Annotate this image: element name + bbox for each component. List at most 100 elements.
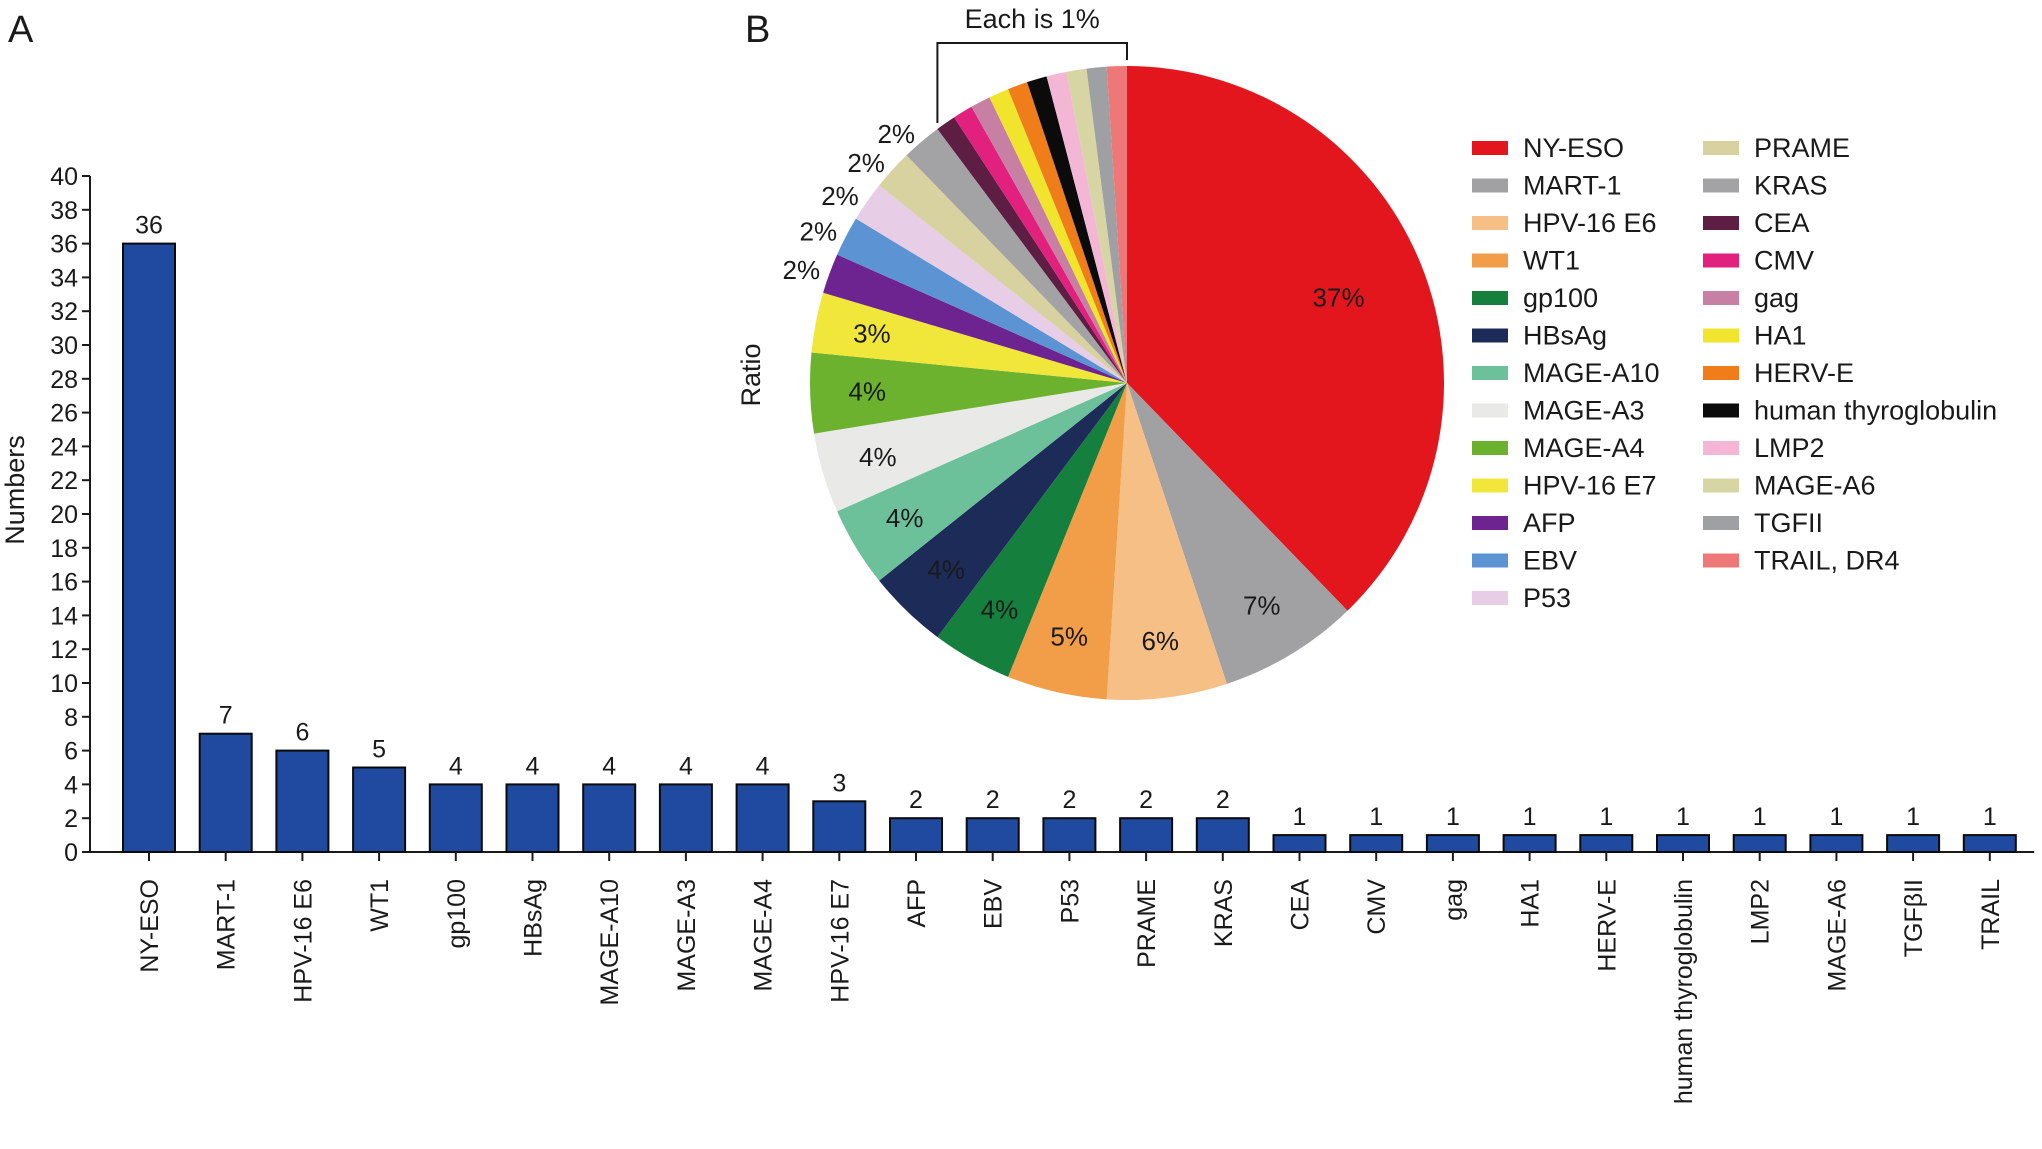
legend-label: WT1 — [1523, 246, 1580, 276]
bar — [1195, 817, 1250, 854]
bracket-label: Each is 1% — [965, 4, 1100, 34]
x-tick-label: AFP — [903, 879, 931, 928]
x-tick-label: KRAS — [1210, 879, 1238, 947]
y-tick-label: 36 — [50, 231, 78, 259]
data-label: 4 — [679, 752, 693, 780]
data-label: 1 — [1829, 803, 1843, 831]
data-label: 1 — [1983, 803, 1997, 831]
pie-slice — [989, 89, 1127, 384]
y-tick-label: 30 — [50, 332, 78, 360]
x-tick-label: HBsAg — [520, 879, 548, 957]
bar — [1962, 834, 2017, 853]
legend-swatch — [1472, 478, 1508, 493]
pie-slice — [1106, 66, 1127, 383]
pie-slice — [837, 383, 1127, 581]
data-label: 1 — [1446, 803, 1460, 831]
y-tick-label: 4 — [64, 771, 78, 799]
panel-label-b: B — [745, 9, 770, 51]
legend-label: TRAIL, DR4 — [1754, 546, 1900, 576]
pie-slice — [809, 352, 1127, 434]
slice-label: 4% — [848, 376, 886, 406]
data-label: 4 — [602, 752, 616, 780]
data-label: 36 — [135, 212, 163, 240]
x-tick-label: CMV — [1363, 879, 1391, 935]
legend-label: gag — [1754, 283, 1799, 313]
x-tick-label: TGFβII — [1900, 879, 1928, 957]
pie-axis-label: Ratio — [736, 343, 766, 406]
pie-slice — [1106, 383, 1227, 701]
legend-label: KRAS — [1754, 171, 1828, 201]
data-label: 1 — [1293, 803, 1307, 831]
y-tick-label: 8 — [64, 704, 78, 732]
legend-swatch — [1703, 553, 1739, 568]
legend-swatch — [1472, 553, 1508, 568]
data-label: 2 — [1139, 786, 1153, 814]
bar — [428, 783, 483, 854]
data-label: 2 — [986, 786, 1000, 814]
legend-label: MAGE-A3 — [1523, 396, 1645, 426]
bar — [1119, 817, 1174, 854]
legend: NY-ESO MART-1 HPV-16 E6 WT1 gp100 HBsAg MAGE-A… — [1472, 133, 1997, 613]
data-label: 6 — [295, 719, 309, 747]
legend-swatch — [1703, 216, 1739, 230]
data-label: 1 — [1369, 803, 1383, 831]
bar — [812, 800, 867, 853]
legend-label: NY-ESO — [1523, 133, 1624, 163]
y-tick-label: 32 — [50, 298, 78, 326]
legend-swatch — [1703, 516, 1739, 530]
x-tick-label: CEA — [1287, 879, 1315, 931]
bar — [122, 242, 176, 854]
data-label: 4 — [449, 752, 463, 780]
pie-chart: Ratio Each is 1% 37%7%6%5%4%4%4%4%4%3%2%… — [736, 4, 1445, 701]
legend-label: CEA — [1754, 208, 1810, 238]
data-label: 3 — [832, 769, 846, 797]
data-label: 7 — [219, 702, 233, 730]
legend-swatch — [1472, 366, 1508, 380]
legend-swatch — [1703, 366, 1739, 380]
pie-slice — [823, 254, 1127, 383]
pie-slice — [1086, 66, 1127, 384]
legend-label: HPV-16 E6 — [1523, 208, 1657, 238]
pie-slice — [1027, 76, 1127, 384]
y-tick-label: 0 — [64, 839, 78, 867]
x-tick-label: MAGE-A3 — [673, 879, 701, 992]
legend-label: AFP — [1523, 508, 1576, 538]
x-tick-label: LMP2 — [1747, 879, 1775, 944]
legend-swatch — [1703, 253, 1739, 268]
legend-swatch — [1472, 178, 1508, 193]
legend-label: MAGE-A10 — [1523, 358, 1660, 388]
pie-slice — [879, 383, 1127, 638]
y-tick-label: 2 — [64, 805, 78, 833]
pie-slice — [906, 128, 1127, 383]
bar — [1042, 817, 1097, 854]
legend-label: HERV-E — [1754, 358, 1854, 388]
y-tick-label: 6 — [64, 738, 78, 766]
pie-slice — [937, 117, 1127, 383]
bar — [1272, 834, 1327, 853]
bar — [658, 783, 713, 854]
data-label: 2 — [1216, 786, 1230, 814]
data-label: 1 — [1676, 803, 1690, 831]
bar — [1656, 834, 1710, 853]
legend-swatch — [1472, 403, 1508, 418]
legend-label: P53 — [1523, 583, 1571, 613]
bar — [889, 817, 943, 854]
y-tick-label: 16 — [50, 569, 78, 597]
x-tick-label: HA1 — [1517, 879, 1545, 928]
slice-label: 2% — [783, 255, 821, 285]
bar — [352, 766, 407, 853]
y-axis-label: Numbers — [0, 435, 30, 545]
y-tick-label: 14 — [50, 602, 78, 630]
legend-swatch — [1472, 216, 1508, 230]
bar-chart: Numbers 02468101214161820222426283032343… — [0, 163, 2035, 1104]
pie-slice — [837, 218, 1127, 383]
data-label: 1 — [1599, 803, 1613, 831]
legend-swatch — [1472, 591, 1508, 605]
legend-label: HPV-16 E7 — [1523, 471, 1657, 501]
data-label: 2 — [909, 786, 923, 814]
legend-label: human thyroglobulin — [1754, 396, 1997, 426]
x-tick-label: HERV-E — [1593, 879, 1621, 972]
legend-swatch — [1472, 516, 1508, 530]
pie-slice — [971, 97, 1127, 383]
